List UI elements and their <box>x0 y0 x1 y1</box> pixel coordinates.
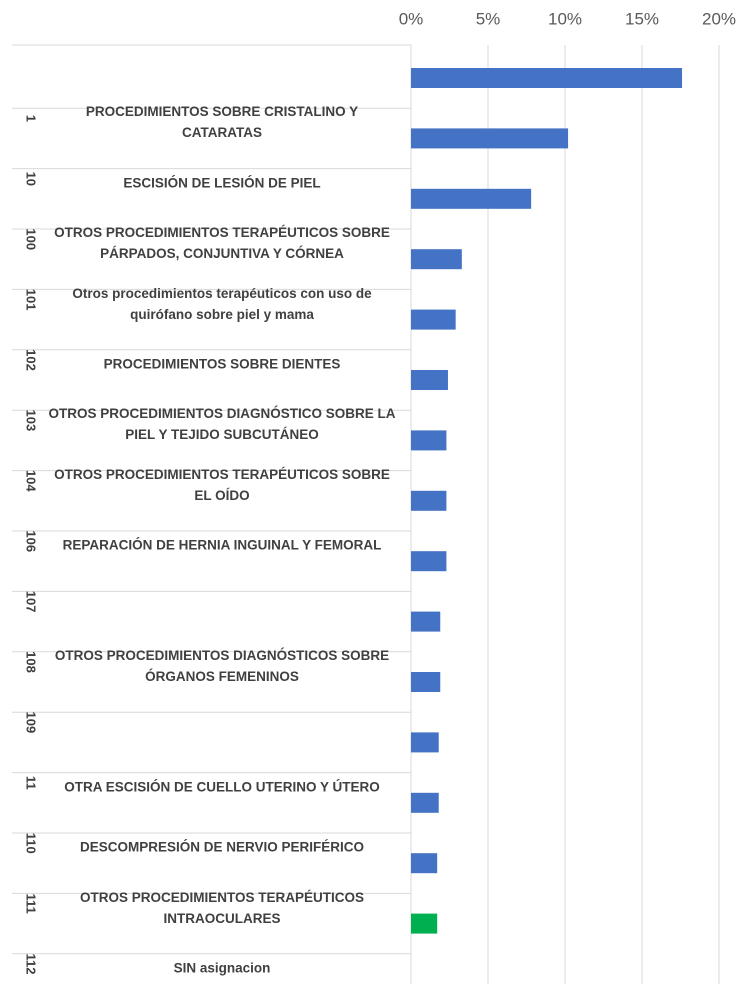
category-label: REPARACIÓN DE HERNIA INGUINAL Y FEMORAL <box>62 537 382 553</box>
bar <box>411 68 683 88</box>
category-label: ESCISIÓN DE LESIÓN DE PIEL <box>123 175 321 191</box>
category-label: Otros procedimientos terapéuticos con us… <box>72 285 372 322</box>
bar <box>411 792 439 813</box>
bar <box>411 732 439 753</box>
bar <box>411 128 569 149</box>
category-label: PROCEDIMIENTOS SOBRE CRISTALINO Y CATARA… <box>85 104 359 141</box>
x-tick-label: 20% <box>702 9 736 28</box>
bar <box>411 853 438 874</box>
category-code: 106 <box>24 530 39 552</box>
category-label: OTRA ESCISIÓN DE CUELLO UTERINO Y ÚTERO <box>64 779 380 795</box>
category-code: 112 <box>24 954 39 975</box>
bar <box>411 490 447 511</box>
category-label: PROCEDIMIENTOS SOBRE DIENTES <box>103 356 341 372</box>
category-label: OTROS PROCEDIMIENTOS DIAGNÓSTICO SOBRE L… <box>48 406 396 443</box>
bar <box>411 551 447 572</box>
category-code: 103 <box>24 410 39 432</box>
category-code: 109 <box>24 712 39 734</box>
category-label: OTROS PROCEDIMIENTOS TERAPÉUTICOS SOBRE … <box>54 225 390 262</box>
category-code: 111 <box>24 893 39 913</box>
category-label: SIN asignacion <box>173 960 271 976</box>
category-code: 110 <box>24 833 39 854</box>
x-tick-label: 5% <box>476 9 501 28</box>
category-code: 104 <box>24 470 39 492</box>
bar <box>411 672 441 692</box>
bar <box>411 611 441 632</box>
bar <box>411 913 438 934</box>
x-tick-label: 15% <box>625 9 659 28</box>
category-code: 100 <box>24 228 39 250</box>
category-code: 1 <box>24 115 39 122</box>
category-label: OTROS PROCEDIMIENTOS DIAGNÓSTICOS SOBRE … <box>54 648 390 684</box>
bar <box>411 309 456 330</box>
x-tick-label: 0% <box>399 9 424 28</box>
category-code: 102 <box>24 349 39 371</box>
category-label: OTROS PROCEDIMIENTOS TERAPÉUTICOS SOBRE … <box>54 466 390 503</box>
x-tick-label: 10% <box>548 9 582 28</box>
bar <box>411 370 448 390</box>
category-label: OTROS PROCEDIMIENTOS TERAPÉUTICOS INTRAO… <box>79 889 365 926</box>
bar <box>411 188 532 209</box>
bar <box>411 249 462 270</box>
category-code: 107 <box>24 591 39 613</box>
category-code: 108 <box>24 651 39 673</box>
category-label: DESCOMPRESIÓN DE NERVIO PERIFÉRICO <box>79 839 365 855</box>
category-code: 10 <box>24 172 39 186</box>
category-code: 101 <box>24 289 39 311</box>
bar <box>411 430 447 451</box>
category-code: 11 <box>24 776 39 790</box>
